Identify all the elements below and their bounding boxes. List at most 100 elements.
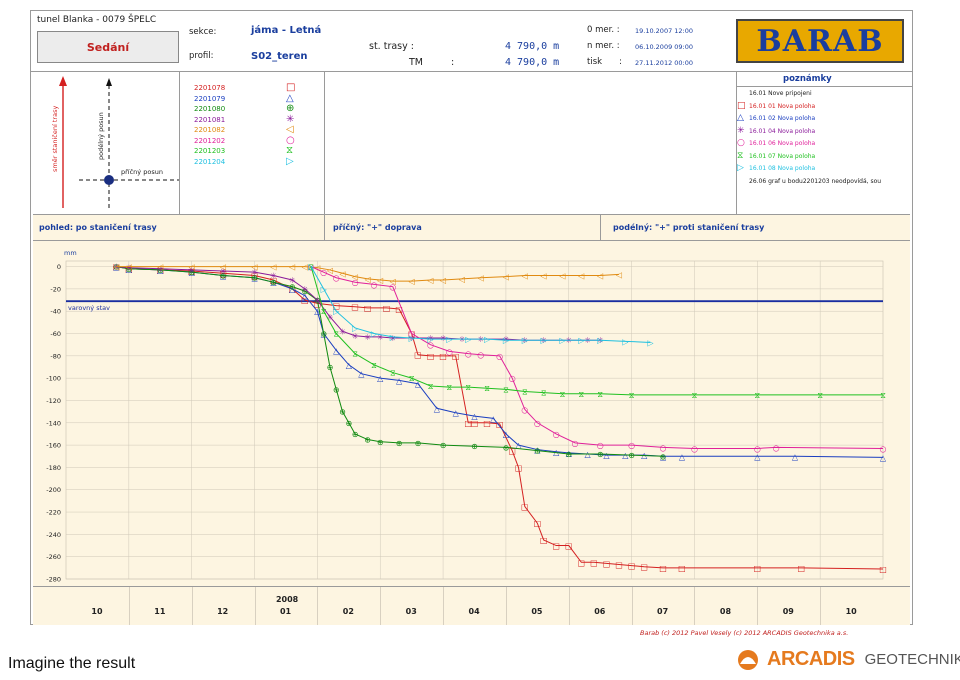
tisk-colon: :: [619, 57, 622, 67]
month-separator: [380, 587, 382, 625]
measurement-type: Sedání: [37, 31, 179, 63]
arcadis-word: ARCADIS: [767, 648, 855, 670]
note-marker-icon: ○: [737, 138, 745, 148]
data-point-2201082: ◁: [125, 263, 132, 272]
data-point-2201078: □: [351, 303, 359, 312]
y-tick-label: 0: [57, 263, 61, 271]
strip-divider-2: [600, 215, 601, 240]
tm-label: TM: [409, 57, 423, 68]
data-point-2201202: ○: [773, 443, 780, 452]
header-divider: [31, 71, 912, 72]
y-axis-unit: mm: [64, 249, 77, 257]
data-point-2201079: △: [314, 307, 321, 316]
data-point-2201204: ▷: [371, 330, 378, 339]
month-separator: [820, 587, 822, 625]
data-point-2201079: △: [358, 370, 365, 379]
data-point-2201080: ⊕: [471, 442, 478, 451]
data-point-2201203: ⧖: [465, 383, 471, 392]
data-point-2201203: ⧖: [754, 391, 760, 400]
y-tick-label: -140: [46, 419, 61, 427]
data-point-2201082: ◁: [301, 263, 308, 272]
data-point-2201078: □: [578, 558, 586, 567]
data-point-2201079: △: [453, 409, 460, 418]
data-point-2201078: □: [452, 352, 460, 361]
data-point-2201081: ✳: [327, 313, 334, 322]
arcadis-emblem-icon: [738, 649, 758, 670]
legend-code-2201080: 2201080: [194, 105, 226, 113]
x-tick-label: 05: [531, 607, 543, 616]
warning-threshold-label: varovný stav: [68, 304, 110, 312]
data-point-2201078: □: [678, 564, 686, 573]
data-point-2201081: ✳: [503, 335, 510, 344]
data-point-2201202: ○: [628, 441, 635, 450]
data-point-2201204: ▷: [321, 285, 328, 294]
note-item: 16.01 02 Nova poloha: [749, 115, 816, 122]
x-tick-label: 01: [279, 607, 292, 616]
data-point-2201082: ◁: [188, 263, 195, 272]
time-axis: 10 11 12 01 02 03 04 05 06 07 08 09 10 2008: [33, 586, 910, 625]
data-point-2201082: ◁: [596, 272, 603, 281]
data-point-2201078: □: [508, 447, 516, 456]
data-point-2201204: ▷: [484, 335, 491, 344]
data-point-2201204: ▷: [647, 338, 654, 347]
x-tick-label: 09: [782, 607, 794, 616]
data-point-2201078: □: [364, 304, 372, 313]
data-point-2201081: ✳: [270, 272, 277, 281]
data-point-2201080: ⊕: [345, 419, 352, 428]
data-point-2201204: ▷: [559, 336, 566, 345]
data-point-2201081: ✳: [584, 336, 591, 345]
data-point-2201203: ⧖: [409, 374, 415, 383]
data-point-2201080: ⊕: [364, 436, 371, 445]
data-point-2201079: △: [679, 452, 686, 461]
data-point-2201204: ▷: [622, 337, 629, 346]
data-point-2201080: ⊕: [396, 439, 403, 448]
data-point-2201081: ✳: [125, 264, 132, 273]
legend-divider: [324, 71, 325, 214]
data-point-2201079: △: [302, 292, 309, 301]
y-tick-label: -20: [50, 285, 61, 293]
x-tick-label: 04: [468, 607, 480, 616]
data-point-2201203: ⧖: [579, 390, 585, 399]
month-separator: [568, 587, 570, 625]
barab-logo-text: BARAB: [756, 23, 884, 59]
data-point-2201079: △: [396, 376, 403, 385]
data-point-2201080: ⊕: [628, 451, 635, 460]
data-point-2201079: △: [754, 452, 761, 461]
y-tick-label: -260: [46, 553, 61, 561]
note-marker-icon: ⧖: [737, 150, 744, 161]
data-point-2201079: △: [346, 361, 353, 370]
data-point-2201082: ◁: [615, 270, 622, 279]
month-separator: [757, 587, 759, 625]
month-separator: [317, 587, 319, 625]
data-point-2201203: ⧖: [428, 382, 434, 391]
triangle-right-icon: ▷: [286, 155, 294, 167]
data-point-2201078: □: [188, 267, 196, 276]
n-mer-label: n mer. :: [587, 41, 620, 51]
arcadis-geotechnika: GEOTECHNIKA: [864, 651, 960, 668]
data-point-2201081: ✳: [352, 332, 359, 341]
data-point-2201078: □: [439, 352, 447, 361]
data-point-2201203: ⧖: [629, 391, 635, 400]
note-marker-icon: ▷: [737, 163, 744, 173]
data-point-2201079: △: [471, 412, 478, 421]
data-point-2201202: ○: [597, 441, 604, 450]
data-point-2201081: ✳: [301, 285, 308, 294]
data-point-2201204: ▷: [522, 336, 529, 345]
data-point-2201078: □: [496, 420, 504, 429]
data-point-2201204: ▷: [578, 336, 585, 345]
y-tick-label: -60: [50, 330, 61, 338]
data-point-2201081: ✳: [157, 265, 164, 274]
data-point-2201078: □: [552, 542, 560, 551]
asterisk-icon: ✳: [286, 113, 295, 125]
data-point-2201078: □: [565, 542, 573, 551]
data-point-2201078: □: [251, 272, 259, 281]
longitudinal-axis-label: podélný posun: [97, 112, 105, 160]
data-point-2201203: ⧖: [541, 389, 547, 398]
data-point-2201078: □: [395, 305, 403, 314]
data-point-2201202: ○: [521, 405, 528, 414]
data-point-2201203: ⧖: [692, 391, 698, 400]
data-point-2201079: △: [434, 404, 441, 413]
data-point-2201080: ⊕: [220, 272, 227, 281]
data-point-2201204: ▷: [541, 336, 548, 345]
data-point-2201079: △: [880, 453, 887, 462]
